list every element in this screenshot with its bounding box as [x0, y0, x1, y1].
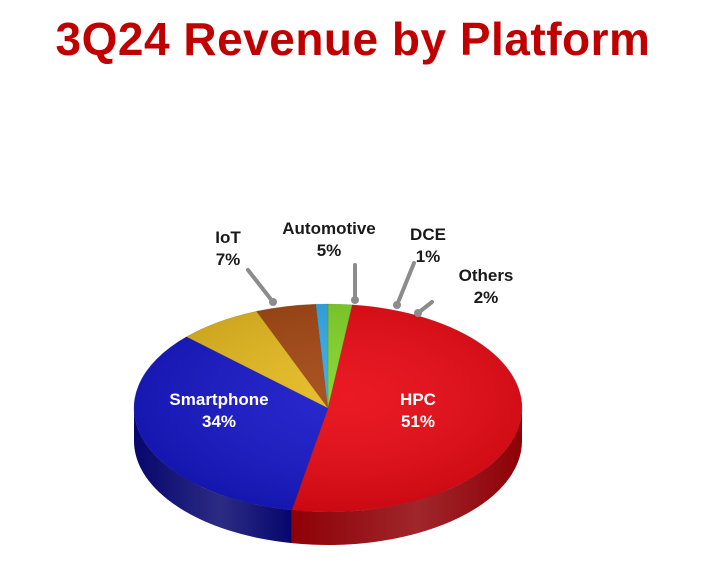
pie-top-shading — [134, 304, 522, 512]
leader-dot-automotive — [351, 296, 359, 304]
slice-value-automotive: 5% — [317, 241, 342, 260]
slice-label-hpc: HPC — [400, 390, 436, 409]
slice-label-automotive: Automotive — [282, 219, 376, 238]
slice-label-smartphone: Smartphone — [169, 390, 268, 409]
slice-value-others: 2% — [474, 288, 499, 307]
slice-label-others: Others — [459, 266, 514, 285]
slice-value-hpc: 51% — [401, 412, 435, 431]
leader-lines — [246, 261, 434, 317]
leader-dot-others — [414, 309, 422, 317]
slice-value-smartphone: 34% — [202, 412, 236, 431]
leader-dot-iot — [269, 298, 277, 306]
leader-dot-dce — [393, 301, 401, 309]
pie-top-faces — [133, 303, 523, 513]
page-title: 3Q24 Revenue by Platform — [55, 13, 651, 65]
pie-side-hpc — [291, 408, 522, 545]
slice-label-iot: IoT — [215, 228, 241, 247]
slice-labels: Others 2% HPC 51% Smartphone 34% IoT 7% Automoti… — [169, 219, 513, 431]
slice-label-dce: DCE — [410, 225, 446, 244]
leader-line-dce — [395, 261, 416, 307]
pie-side-smartphone — [133, 408, 292, 544]
slice-value-dce: 1% — [416, 247, 441, 266]
slice-value-iot: 7% — [216, 250, 241, 269]
leader-line-iot — [246, 268, 275, 304]
